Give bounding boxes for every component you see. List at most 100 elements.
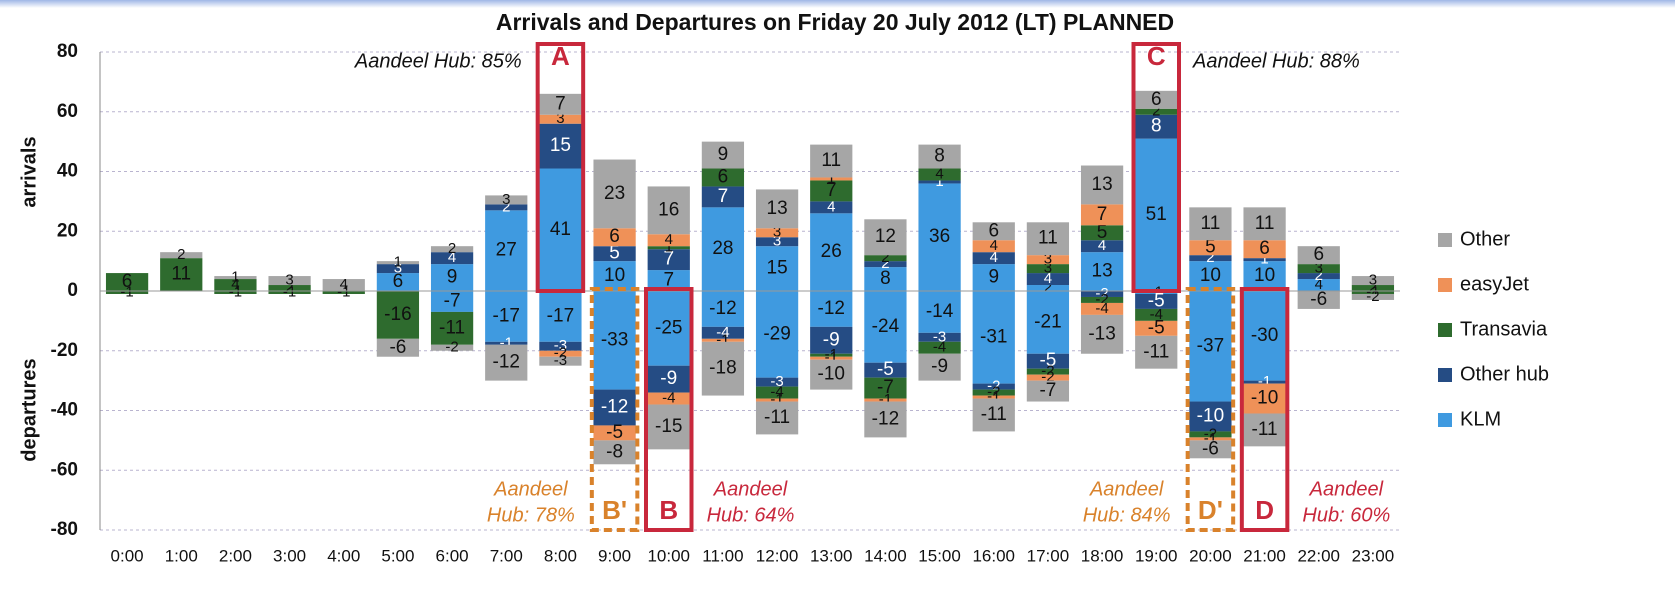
bar-segment bbox=[701, 341, 745, 396]
data-label: -1 bbox=[229, 283, 242, 300]
annotation-text: Aandeel bbox=[493, 478, 568, 500]
x-tick-label: 7:00 bbox=[490, 546, 523, 565]
data-label: 28 bbox=[712, 238, 733, 259]
bar-segment bbox=[539, 123, 582, 169]
x-tick-label: 11:00 bbox=[702, 546, 743, 565]
data-label: 3 bbox=[773, 224, 781, 241]
bar-segment bbox=[214, 291, 257, 294]
bar-segment bbox=[593, 261, 636, 291]
annotation-letter: B bbox=[659, 495, 678, 525]
bar-segment bbox=[864, 267, 907, 291]
data-label: 3 bbox=[773, 233, 781, 250]
bar-segment bbox=[701, 207, 745, 291]
annotation-text: Aandeel Hub: 85% bbox=[354, 50, 522, 72]
bar-segment bbox=[105, 291, 149, 294]
data-label: 3 bbox=[556, 110, 564, 127]
bar-segment bbox=[810, 291, 853, 327]
data-label: 4 bbox=[827, 198, 835, 215]
data-label: -7 bbox=[1039, 380, 1056, 401]
bar-segment bbox=[1080, 302, 1124, 315]
data-label: 3 bbox=[394, 260, 402, 277]
legend-label: KLM bbox=[1460, 408, 1501, 430]
data-label: -6 bbox=[389, 337, 406, 358]
bar-segment bbox=[1189, 401, 1232, 432]
bar-segment bbox=[864, 398, 907, 402]
bar-segment bbox=[755, 246, 799, 291]
x-tick-label: 6:00 bbox=[436, 546, 469, 565]
data-label: -6 bbox=[1202, 438, 1219, 459]
data-label: -7 bbox=[877, 377, 894, 398]
annotation-text: Aandeel bbox=[1089, 478, 1164, 500]
bar-segment bbox=[918, 332, 961, 342]
data-label: 11 bbox=[1255, 213, 1275, 234]
x-tick-label: 20:00 bbox=[1189, 546, 1232, 565]
annotation-text: Hub: 60% bbox=[1302, 504, 1390, 526]
data-label: 51 bbox=[1146, 204, 1167, 225]
data-label: -10 bbox=[818, 364, 845, 385]
data-label: -11 bbox=[439, 317, 465, 338]
data-label: 23 bbox=[604, 183, 625, 204]
data-label: 36 bbox=[929, 226, 950, 247]
data-label: 7 bbox=[663, 249, 674, 270]
data-label: 27 bbox=[496, 240, 517, 261]
bar-segment bbox=[701, 168, 745, 187]
data-label: -33 bbox=[601, 329, 628, 350]
bar-segment bbox=[810, 144, 853, 178]
y-label-arrivals: arrivals bbox=[18, 136, 40, 207]
data-label: -3 bbox=[770, 373, 783, 390]
data-label: -5 bbox=[1039, 350, 1056, 371]
data-label: -4 bbox=[770, 384, 783, 401]
bar-segment bbox=[593, 246, 636, 262]
chart-title: Arrivals and Departures on Friday 20 Jul… bbox=[496, 9, 1174, 35]
bar-segment bbox=[1026, 368, 1070, 375]
bar-segment bbox=[1189, 431, 1232, 438]
bar-segment bbox=[972, 291, 1015, 384]
data-label: 4 bbox=[990, 249, 998, 266]
data-label: -11 bbox=[764, 407, 790, 428]
data-label: 13 bbox=[1092, 261, 1113, 282]
bar-segment bbox=[1189, 261, 1232, 291]
bar-segment bbox=[918, 168, 961, 181]
bar-segment bbox=[593, 389, 636, 426]
bar-segment bbox=[105, 273, 149, 291]
bar-segment bbox=[1135, 308, 1178, 321]
data-label: 1 bbox=[1260, 251, 1268, 268]
bar-segment bbox=[430, 344, 474, 351]
annotation-letter: C bbox=[1147, 41, 1166, 71]
bar-segment bbox=[1080, 165, 1124, 205]
data-label: -1 bbox=[283, 283, 296, 300]
data-label: 11 bbox=[171, 264, 191, 285]
bar-segment bbox=[755, 228, 799, 238]
data-label: -2 bbox=[445, 339, 458, 356]
data-label: -11 bbox=[981, 404, 1007, 425]
data-label: 2 bbox=[448, 240, 456, 257]
data-label: 6 bbox=[718, 166, 729, 187]
bar-segment bbox=[1189, 291, 1232, 402]
data-label: -2 bbox=[1366, 288, 1379, 305]
bar-segment bbox=[810, 326, 853, 354]
data-label: 7 bbox=[826, 180, 837, 201]
data-label: -11 bbox=[1252, 419, 1278, 440]
data-label: 1 bbox=[665, 239, 673, 256]
data-label: 9 bbox=[718, 144, 729, 165]
bar-segment bbox=[593, 159, 636, 229]
data-label: 1 bbox=[935, 173, 943, 190]
data-label: 13 bbox=[1092, 174, 1113, 195]
data-label: -17 bbox=[493, 305, 520, 326]
bar-segment bbox=[647, 365, 690, 393]
y-tick-label: -80 bbox=[51, 519, 78, 540]
annotation-text: Hub: 84% bbox=[1083, 504, 1171, 526]
bar-segment bbox=[430, 264, 474, 291]
bar-segment bbox=[864, 255, 907, 262]
bar-segment bbox=[1351, 285, 1395, 291]
data-label: 3 bbox=[1044, 260, 1052, 277]
data-label: -4 bbox=[1150, 306, 1163, 323]
bar-segment bbox=[972, 395, 1015, 399]
data-label: 3 bbox=[502, 191, 510, 208]
data-label: -12 bbox=[493, 352, 520, 373]
bar-segment bbox=[1243, 380, 1286, 384]
bar-segment bbox=[1243, 383, 1286, 414]
x-tick-label: 15:00 bbox=[918, 546, 961, 565]
data-label: -31 bbox=[980, 326, 1007, 347]
